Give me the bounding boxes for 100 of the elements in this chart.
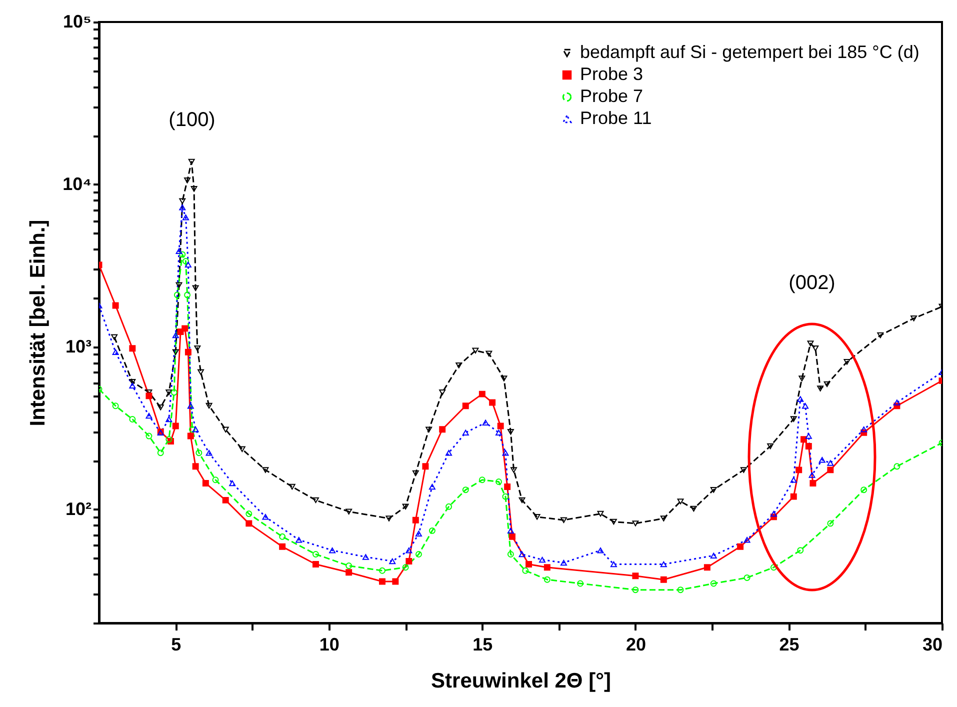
point: [402, 504, 409, 510]
point: [544, 564, 550, 571]
point: [482, 420, 489, 426]
point: [790, 493, 797, 500]
point: [797, 396, 804, 402]
point: [462, 430, 469, 436]
point: [379, 578, 386, 585]
point: [504, 483, 511, 490]
point: [157, 450, 164, 456]
point: [790, 477, 797, 483]
point: [157, 404, 164, 410]
point: [818, 456, 826, 463]
point: [172, 332, 179, 338]
point: [744, 536, 750, 543]
point: [362, 554, 369, 560]
point: [187, 432, 194, 440]
point: [172, 422, 179, 430]
point: [170, 389, 178, 396]
point: [690, 506, 697, 512]
point: [296, 536, 302, 543]
point: [392, 578, 399, 585]
point: [386, 516, 392, 522]
point: [176, 248, 182, 254]
point: [677, 586, 684, 594]
point: [534, 514, 540, 520]
legend-label: Probe 3: [580, 64, 644, 84]
point: [182, 325, 188, 332]
point: [495, 478, 502, 486]
point: [812, 346, 819, 352]
point: [412, 516, 419, 524]
point: [710, 552, 717, 558]
point: [805, 433, 812, 439]
point: [632, 520, 639, 526]
point: [737, 543, 744, 550]
point: [246, 510, 252, 518]
point: [478, 476, 486, 484]
point: [146, 432, 152, 440]
point: [632, 586, 639, 594]
y-tick-label: 10⁴: [62, 174, 92, 194]
x-tick-label: 15: [472, 634, 493, 654]
point: [415, 551, 422, 558]
point: [346, 569, 352, 576]
point: [446, 450, 452, 456]
x-tick-label: 5: [171, 634, 182, 654]
point: [456, 362, 462, 368]
point: [744, 574, 750, 581]
point: [507, 528, 514, 534]
point: [500, 376, 508, 382]
point: [910, 315, 918, 322]
point: [176, 282, 182, 288]
point: [426, 426, 432, 432]
point: [560, 560, 567, 566]
point: [767, 443, 774, 450]
point: [817, 386, 824, 392]
point: [188, 426, 196, 433]
point: [827, 460, 834, 466]
point: [844, 358, 850, 365]
point: [379, 567, 386, 574]
point: [406, 547, 412, 554]
point: [827, 466, 834, 474]
point: [510, 467, 517, 473]
point: [610, 561, 617, 568]
point: [478, 390, 486, 398]
point: [802, 402, 809, 409]
point: [495, 430, 502, 436]
point: [346, 562, 352, 570]
point: [166, 390, 172, 396]
point: [710, 486, 717, 493]
point: [179, 251, 186, 258]
point: [129, 345, 136, 352]
point: [129, 382, 136, 389]
point: [894, 463, 900, 470]
point: [222, 426, 229, 432]
point: [472, 348, 479, 354]
point: [179, 198, 186, 204]
point: [422, 463, 429, 470]
point: [502, 493, 509, 500]
y-tick-label: 10⁵: [63, 12, 92, 32]
point: [860, 426, 868, 432]
point: [146, 392, 152, 400]
point: [112, 302, 119, 309]
point: [312, 560, 319, 568]
point: [112, 349, 119, 355]
point: [288, 484, 296, 490]
point: [827, 520, 834, 527]
point: [188, 158, 195, 165]
point: [312, 551, 319, 558]
point: [112, 402, 119, 410]
point: [446, 503, 452, 510]
point: [389, 558, 396, 564]
point: [194, 346, 201, 352]
point: [539, 556, 546, 563]
point: [182, 258, 189, 264]
point: [577, 580, 584, 587]
point: [212, 476, 219, 484]
point: [202, 480, 209, 486]
point: [810, 480, 816, 486]
point: [346, 508, 352, 514]
point: [129, 416, 136, 422]
point: [166, 416, 172, 422]
